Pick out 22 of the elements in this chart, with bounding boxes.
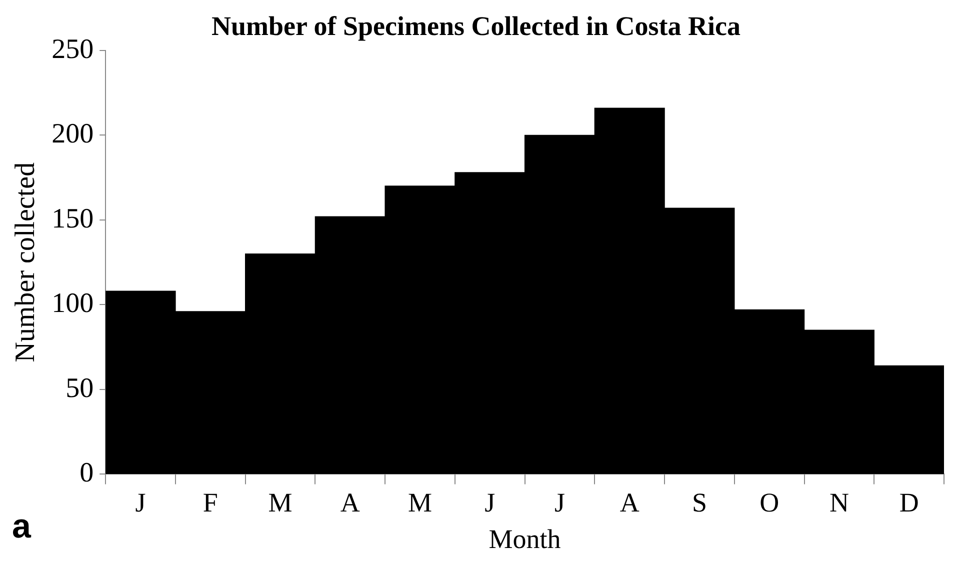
x-tick-label: J — [554, 487, 565, 518]
x-axis-title: Month — [488, 524, 562, 554]
y-tick-label: 100 — [52, 288, 94, 320]
x-tick-label: J — [484, 487, 496, 518]
x-tick-label: O — [760, 487, 780, 518]
chart-title: Number of Specimens Collected in Costa Rica — [212, 11, 741, 42]
x-tick-label: N — [829, 487, 849, 518]
y-tick-label: 250 — [52, 34, 94, 65]
x-tick-label: S — [692, 487, 707, 518]
y-tick-label: 150 — [52, 203, 94, 234]
y-tick-label: 50 — [66, 372, 94, 404]
text: a — [12, 507, 32, 546]
x-tick-label: M — [408, 487, 432, 518]
y-tick-label: 0 — [80, 458, 94, 489]
x-tick-label: D — [899, 487, 919, 518]
y-axis-title: Number collected — [10, 162, 42, 362]
x-tick-label: A — [620, 487, 640, 518]
x-tick-label: M — [268, 487, 292, 518]
x-tick-label: A — [340, 487, 360, 518]
y-tick-label: 200 — [52, 118, 94, 150]
x-tick-label: F — [202, 487, 218, 518]
x-tick-label: J — [135, 487, 146, 518]
